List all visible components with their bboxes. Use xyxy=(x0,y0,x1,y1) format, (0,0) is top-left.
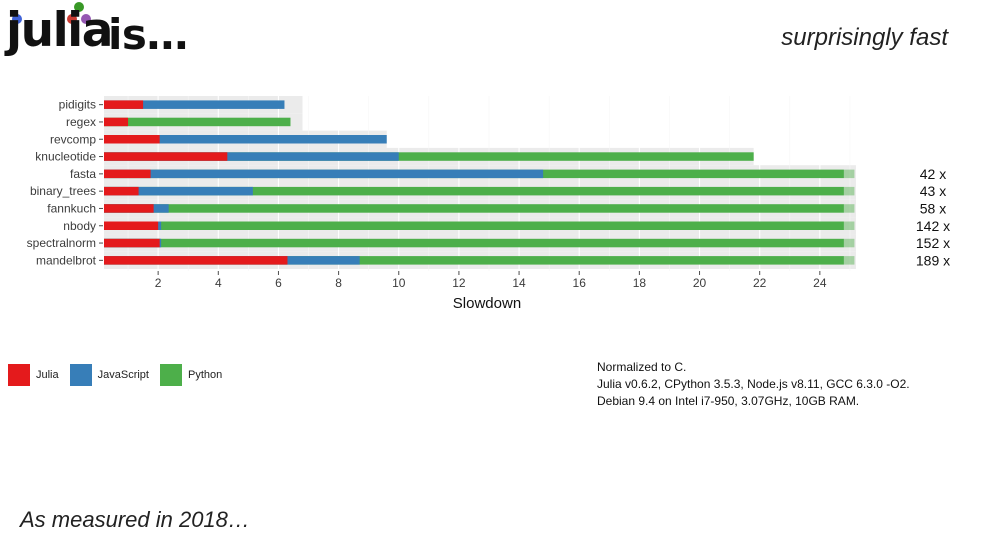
bar-pidigits-javascript xyxy=(104,100,285,109)
category-label-mandelbrot: mandelbrot xyxy=(36,253,97,267)
x-tick-label-22: 22 xyxy=(753,276,767,290)
bar-binary_trees-javascript xyxy=(104,186,253,196)
bar-mandelbrot-julia xyxy=(104,256,288,265)
x-axis-title: Slowdown xyxy=(453,295,521,312)
x-tick-label-18: 18 xyxy=(633,276,647,290)
slowdown-annotation-nbody: 142 x xyxy=(916,218,950,234)
bar-revcomp-julia xyxy=(104,135,160,144)
bar-pidigits-julia xyxy=(104,100,144,109)
category-label-nbody: nbody xyxy=(63,219,96,233)
legend-label-python: Python xyxy=(187,369,223,381)
bar-fannkuch-julia xyxy=(104,204,154,213)
category-label-fasta: fasta xyxy=(70,167,96,181)
logo-dot-green xyxy=(74,2,84,12)
x-tick-label-4: 4 xyxy=(215,276,222,290)
x-tick-label-16: 16 xyxy=(573,276,587,290)
category-label-spectralnorm: spectralnorm xyxy=(27,236,96,250)
legend-label-julia: Julia xyxy=(36,369,59,381)
x-tick-label-2: 2 xyxy=(155,276,162,290)
logo-dot-purple xyxy=(81,14,91,24)
bar-spectralnorm-julia xyxy=(104,238,160,248)
legend-label-javascript: JavaScript xyxy=(97,369,149,381)
bar-overflow-fasta-python xyxy=(843,169,855,179)
x-tick-label-10: 10 xyxy=(392,276,406,290)
category-label-binary_trees: binary_trees xyxy=(30,184,96,198)
bar-fannkuch-python xyxy=(104,204,844,213)
category-label-regex: regex xyxy=(66,115,96,129)
julia-logo-dots xyxy=(12,2,91,24)
category-label-revcomp: revcomp xyxy=(50,132,96,146)
legend-swatch-javascript xyxy=(69,364,92,386)
x-tick-label-6: 6 xyxy=(275,276,282,290)
julia-logo-word: julia xyxy=(6,3,114,58)
note-line-normalization: Normalized to C. xyxy=(597,360,687,374)
slowdown-annotation-binary_trees: 43 x xyxy=(920,183,946,199)
category-label-knucleotide: knucleotide xyxy=(35,150,96,164)
bar-regex-python xyxy=(104,117,291,127)
bar-knucleotide-javascript xyxy=(104,152,399,161)
bar-revcomp-javascript xyxy=(104,135,387,144)
chart-legend: Julia JavaScript Python xyxy=(8,364,233,386)
x-tick-label-24: 24 xyxy=(813,276,827,290)
bar-overflow-fannkuch-python xyxy=(843,204,855,213)
legend-item-python: Python xyxy=(159,364,223,386)
slowdown-annotation-mandelbrot: 189 x xyxy=(916,252,950,268)
bar-binary_trees-julia xyxy=(104,186,139,196)
category-label-pidigits: pidigits xyxy=(59,98,96,112)
slowdown-annotation-fasta: 42 x xyxy=(920,166,946,182)
note-line-hardware: Debian 9.4 on Intel i7-950, 3.07GHz, 10G… xyxy=(597,394,860,408)
slide-footer: As measured in 2018… xyxy=(20,507,250,532)
x-tick-label-12: 12 xyxy=(452,276,466,290)
x-tick-label-14: 14 xyxy=(512,276,526,290)
bar-spectralnorm-python xyxy=(104,238,844,248)
legend-swatch-python xyxy=(159,364,182,386)
note-line-versions: Julia v0.6.2, CPython 3.5.3, Node.js v8.… xyxy=(597,377,910,391)
bar-overflow-mandelbrot-python xyxy=(843,256,855,265)
bar-binary_trees-python xyxy=(104,186,844,196)
bar-overflow-spectralnorm-python xyxy=(843,238,855,248)
legend-item-javascript: JavaScript xyxy=(69,364,149,386)
category-label-fannkuch: fannkuch xyxy=(47,201,96,215)
bar-nbody-julia xyxy=(104,221,159,230)
bar-knucleotide-python xyxy=(104,152,754,161)
logo-dot-blue xyxy=(12,14,22,24)
bar-nbody-python xyxy=(104,221,844,230)
legend-swatch-julia xyxy=(8,364,30,386)
logo-dot-red xyxy=(67,14,77,24)
legend-item-julia: Julia xyxy=(8,364,59,386)
julia-logo: julia xyxy=(4,0,204,72)
benchmark-chart: pidigits regex revcomp knucleotide fasta bina… xyxy=(27,96,950,312)
bar-overflow-binary_trees-python xyxy=(843,186,855,196)
slowdown-annotation-fannkuch: 58 x xyxy=(920,200,946,216)
bar-overflow-nbody-python xyxy=(843,221,855,230)
x-tick-label-20: 20 xyxy=(693,276,707,290)
slide-subtitle: surprisingly fast xyxy=(781,24,948,51)
bar-knucleotide-julia xyxy=(104,152,228,161)
bar-regex-julia xyxy=(104,117,129,127)
benchmark-note: Normalized to C. Julia v0.6.2, CPython 3… xyxy=(597,359,910,410)
slide-headline: is… xyxy=(108,10,188,59)
x-tick-label-8: 8 xyxy=(335,276,342,290)
slowdown-annotation-spectralnorm: 152 x xyxy=(916,235,950,251)
bar-mandelbrot-python xyxy=(104,256,844,265)
bar-fasta-julia xyxy=(104,169,151,179)
bar-fasta-javascript xyxy=(104,169,544,179)
